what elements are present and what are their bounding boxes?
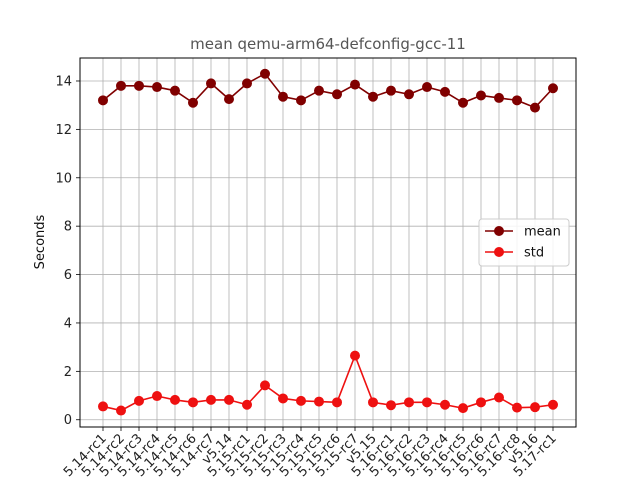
std-point xyxy=(314,396,324,407)
mean-point xyxy=(386,85,396,96)
std-point xyxy=(530,402,540,413)
std-point xyxy=(440,399,450,410)
mean-point xyxy=(440,86,450,97)
std-point xyxy=(98,401,108,412)
mean-point xyxy=(530,102,540,113)
y-tick-label: 8 xyxy=(64,220,72,235)
series-layer xyxy=(98,68,558,416)
mean-point xyxy=(422,82,432,93)
std-point xyxy=(152,391,162,402)
mean-point xyxy=(332,89,342,100)
std-point xyxy=(512,402,522,413)
std-point xyxy=(224,394,234,405)
mean-point xyxy=(170,85,180,96)
mean-point xyxy=(152,82,162,93)
y-tick-label: 0 xyxy=(64,413,72,428)
series-mean xyxy=(98,68,558,113)
mean-point xyxy=(476,90,486,101)
y-tick-label: 6 xyxy=(64,268,72,283)
mean-point xyxy=(242,78,252,89)
std-point xyxy=(242,399,252,410)
mean-point xyxy=(314,85,324,96)
mean-point xyxy=(134,80,144,91)
grid xyxy=(80,58,576,427)
std-point xyxy=(296,395,306,406)
std-point xyxy=(476,397,486,408)
mean-point xyxy=(368,91,378,102)
mean-point xyxy=(278,91,288,102)
legend: mean std xyxy=(478,218,570,267)
std-point xyxy=(458,403,468,414)
mean-point xyxy=(548,83,558,94)
mean-point xyxy=(296,95,306,106)
std-point xyxy=(260,380,270,391)
mean-point xyxy=(458,97,468,108)
mean-point xyxy=(512,95,522,106)
legend-std-label: std xyxy=(524,246,544,261)
plot-frame xyxy=(79,57,577,428)
mean-point xyxy=(188,97,198,108)
std-point xyxy=(188,397,198,408)
legend-std-marker xyxy=(494,247,504,257)
std-point xyxy=(386,400,396,411)
mean-point xyxy=(494,92,504,103)
legend-mean-marker xyxy=(494,226,504,236)
y-tick-label: 2 xyxy=(64,365,72,380)
std-point xyxy=(368,397,378,408)
y-axis-label: Seconds xyxy=(33,214,48,269)
std-point xyxy=(548,399,558,410)
y-tick-label: 14 xyxy=(55,74,72,89)
std-point xyxy=(134,395,144,406)
std-point xyxy=(404,397,414,408)
std-point xyxy=(350,350,360,361)
series-std xyxy=(98,350,558,416)
mean-point xyxy=(98,95,108,106)
mean-point xyxy=(224,94,234,105)
mean-point xyxy=(116,80,126,91)
std-point xyxy=(332,397,342,408)
mean-point xyxy=(260,68,270,79)
std-point xyxy=(494,392,504,403)
std-point xyxy=(278,393,288,404)
std-point xyxy=(116,405,126,416)
y-axis: 0 2 4 6 8 10 12 14 xyxy=(55,74,80,428)
x-axis: 5.14-rc15.14-rc25.14-rc35.14-rc45.14-rc5… xyxy=(61,427,560,480)
y-tick-label: 4 xyxy=(64,316,72,331)
std-point xyxy=(206,394,216,405)
mean-point xyxy=(350,79,360,90)
y-tick-label: 10 xyxy=(55,171,72,186)
std-point xyxy=(422,397,432,408)
std-point xyxy=(170,394,180,405)
y-tick-label: 12 xyxy=(55,123,72,138)
chart-title: mean qemu-arm64-defconfig-gcc-11 xyxy=(190,35,466,53)
legend-mean-label: mean xyxy=(524,225,561,240)
mean-point xyxy=(206,78,216,89)
mean-point xyxy=(404,89,414,100)
